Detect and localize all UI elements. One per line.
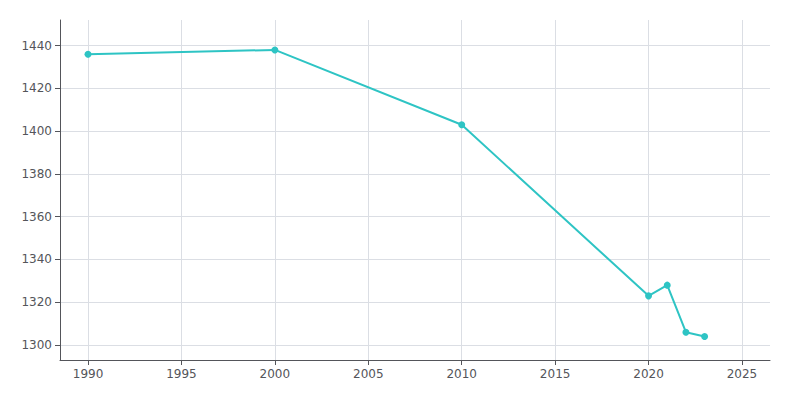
svg-text:2015: 2015 (540, 367, 571, 381)
svg-text:1420: 1420 (21, 81, 52, 95)
svg-text:2020: 2020 (633, 367, 664, 381)
svg-text:2000: 2000 (260, 367, 291, 381)
svg-text:1400: 1400 (21, 124, 52, 138)
svg-text:1440: 1440 (21, 39, 52, 53)
svg-text:2025: 2025 (727, 367, 758, 381)
svg-text:1300: 1300 (21, 338, 52, 352)
svg-text:2005: 2005 (353, 367, 384, 381)
svg-text:1340: 1340 (21, 252, 52, 266)
svg-text:1380: 1380 (21, 167, 52, 181)
svg-text:1990: 1990 (73, 367, 104, 381)
svg-text:1995: 1995 (166, 367, 197, 381)
svg-text:2010: 2010 (446, 367, 477, 381)
svg-text:1360: 1360 (21, 210, 52, 224)
svg-text:1320: 1320 (21, 295, 52, 309)
